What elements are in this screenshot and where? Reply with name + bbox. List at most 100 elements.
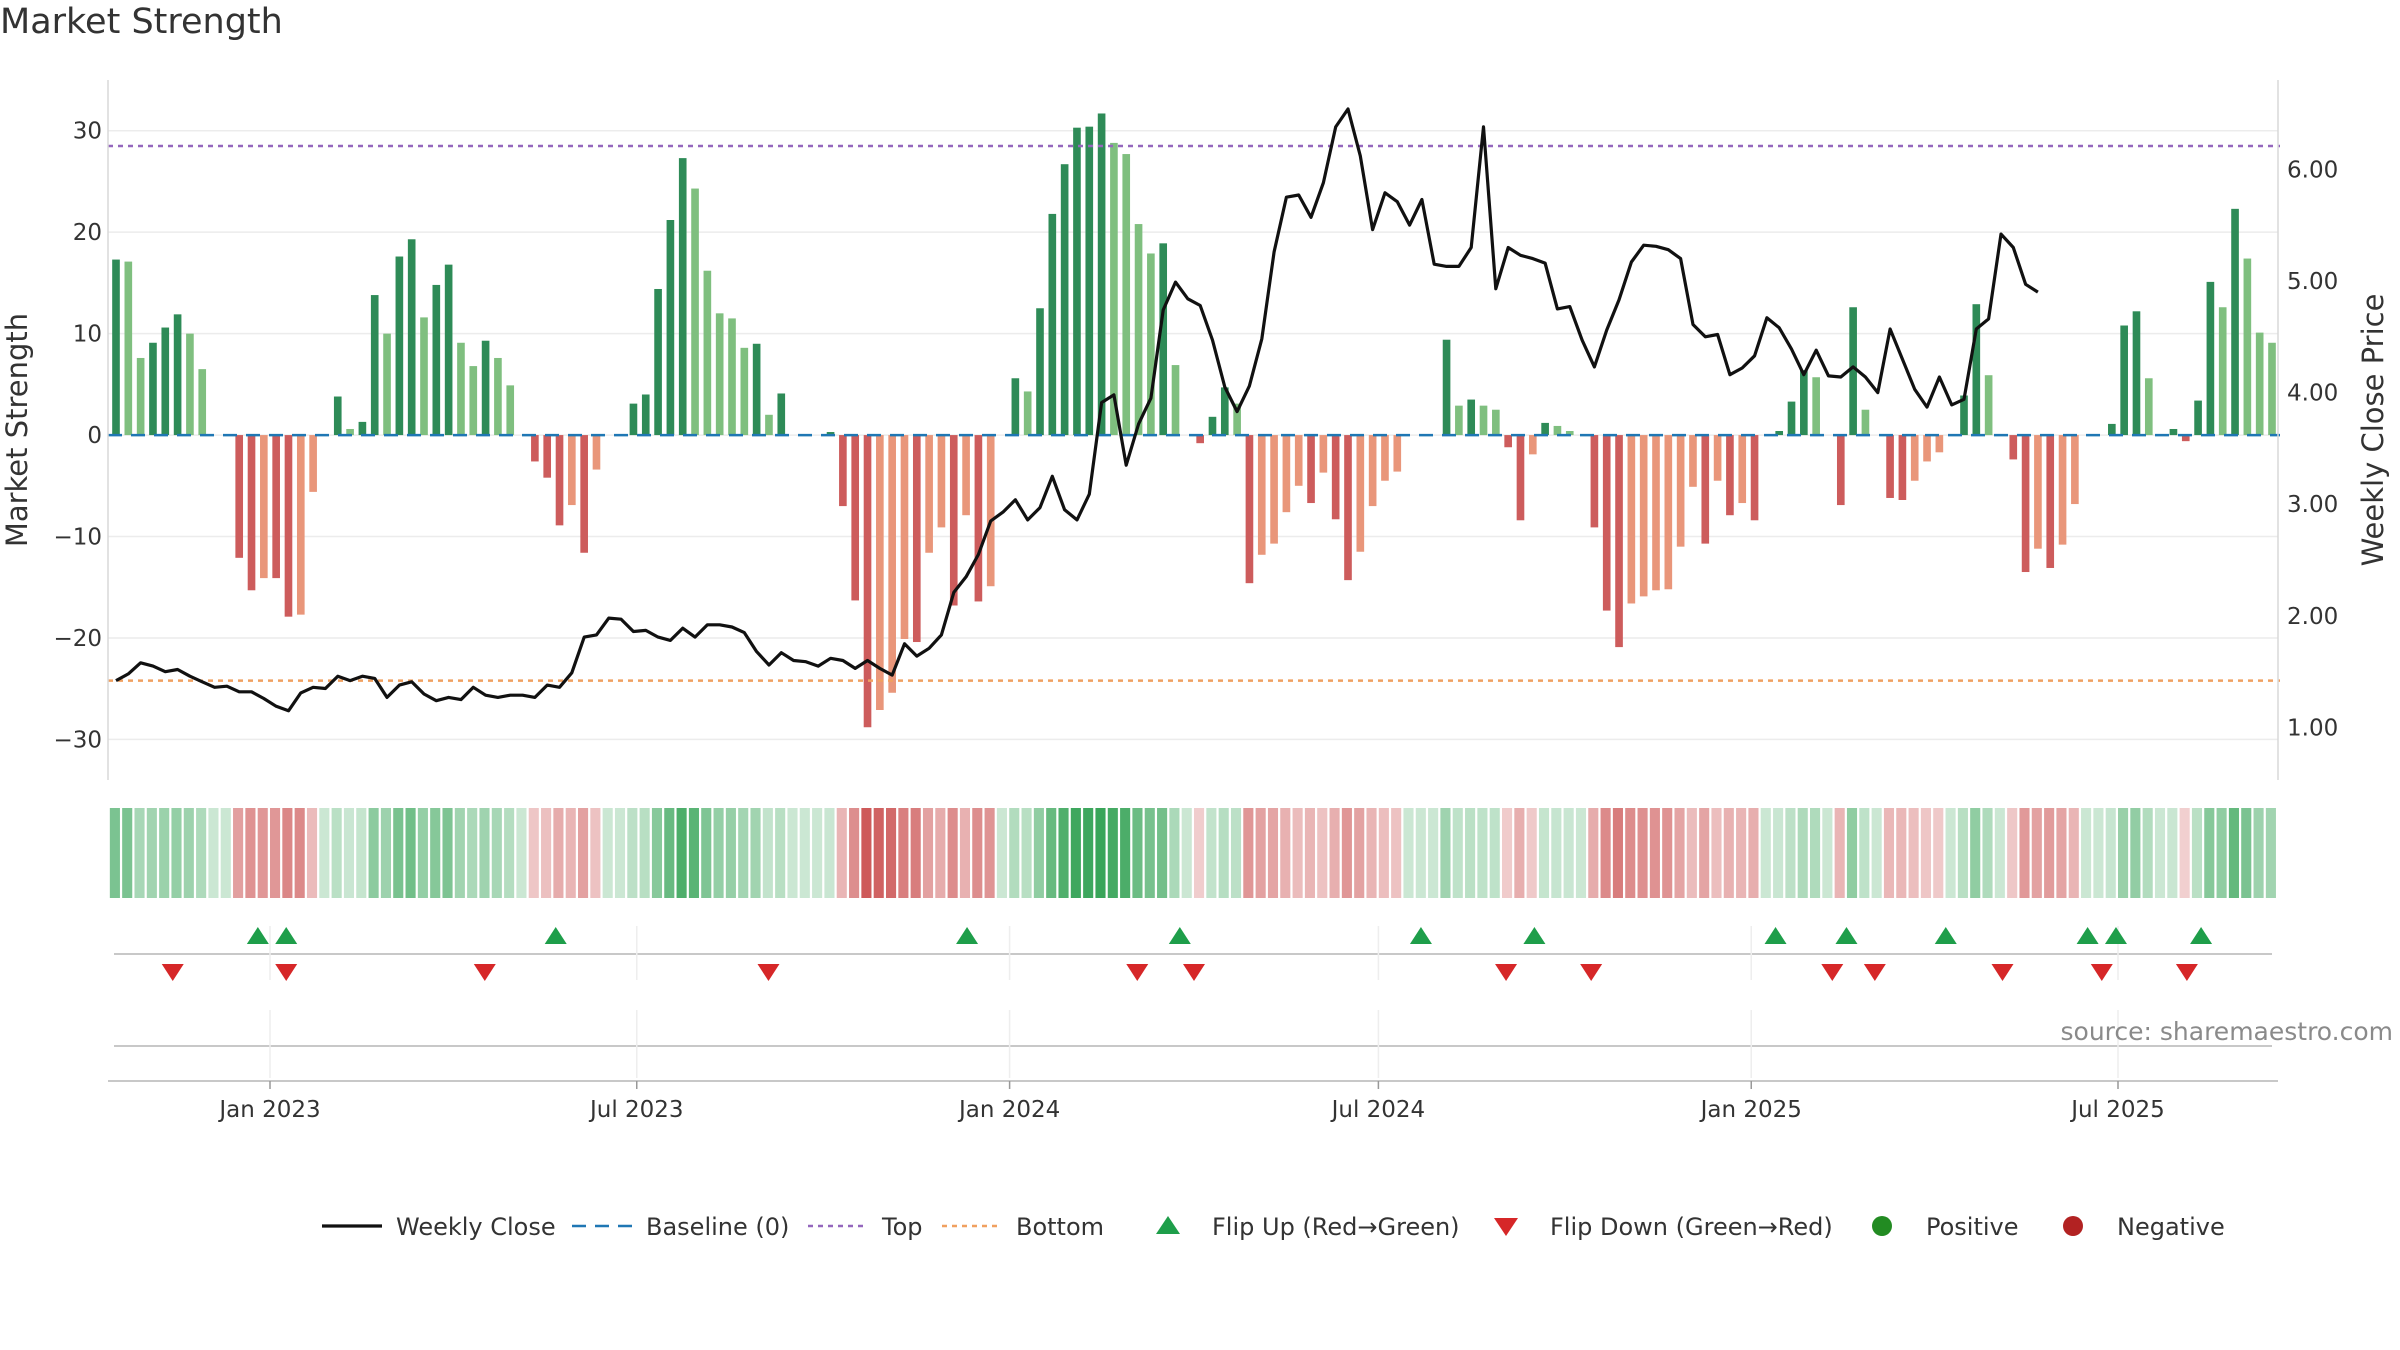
strip-cell	[1773, 808, 1784, 898]
strip-cell	[294, 808, 305, 898]
strength-bar	[1504, 435, 1512, 448]
strip-cell	[1341, 808, 1352, 898]
strip-cell	[1083, 808, 1094, 898]
strength-bar	[124, 261, 133, 436]
strip-cell	[1736, 808, 1747, 898]
strength-bar	[1516, 435, 1525, 521]
y2-tick-label: 3.00	[2287, 492, 2338, 518]
strength-bar	[2144, 378, 2153, 436]
strip-cell	[2253, 808, 2264, 898]
strip-cell	[1132, 808, 1143, 898]
strip-cell	[208, 808, 219, 898]
strip-cell	[1711, 808, 1722, 898]
strength-bar	[543, 435, 552, 478]
strip-cell	[787, 808, 798, 898]
strip-cell	[2265, 808, 2276, 898]
strength-bar	[1565, 431, 1574, 436]
strip-cell	[861, 808, 872, 898]
strip-cell	[873, 808, 884, 898]
strength-bar	[1664, 435, 1673, 590]
strength-bar	[1270, 435, 1278, 544]
strip-cell	[516, 808, 527, 898]
strength-bar	[900, 435, 909, 639]
strength-bar	[1381, 435, 1389, 481]
strip-cell	[1304, 808, 1315, 898]
strength-bar	[765, 414, 773, 436]
legend-item: Weekly Close	[322, 1213, 556, 1241]
strength-bar	[1775, 431, 1784, 436]
strength-bar	[2194, 400, 2202, 436]
strip-cell	[1933, 808, 1944, 898]
strip-cell	[504, 808, 515, 898]
strip-cell	[1502, 808, 1513, 898]
strip-cell	[109, 808, 120, 898]
strip-cell	[590, 808, 601, 898]
strip-cell	[528, 808, 539, 898]
strength-bar	[2243, 258, 2252, 436]
strip-cell	[541, 808, 552, 898]
strip-cell	[467, 808, 478, 898]
strength-bar	[1800, 370, 1808, 436]
legend-swatch-up	[1156, 1216, 1180, 1234]
strength-bar	[235, 435, 244, 558]
flip-up-marker	[544, 927, 567, 944]
strip-cell	[639, 808, 650, 898]
legend-swatch-down	[1494, 1218, 1518, 1236]
y-tick-label: 30	[73, 119, 102, 145]
flip-up-marker	[956, 927, 979, 944]
strength-bar	[112, 259, 120, 436]
flip-up-marker	[2104, 927, 2127, 944]
strength-bar	[1331, 435, 1340, 520]
strength-bar	[2218, 307, 2227, 436]
strip-cell	[270, 808, 281, 898]
strip-cell	[1058, 808, 1069, 898]
strip-cell	[565, 808, 576, 898]
flip-down-marker	[757, 964, 780, 981]
strip-cell	[257, 808, 268, 898]
strip-cell	[1218, 808, 1229, 898]
strength-bar	[1861, 409, 1870, 436]
strip-cell	[1551, 808, 1562, 898]
strip-cell	[1859, 808, 1870, 898]
strength-bar	[912, 435, 921, 643]
strip-cell	[1526, 808, 1537, 898]
strip-cell	[2241, 808, 2252, 898]
x-tick-label: Jan 2025	[1699, 1097, 1802, 1123]
strip-cell	[2130, 808, 2141, 898]
strength-bar	[2231, 208, 2239, 436]
strength-bar	[1085, 126, 1094, 436]
strength-bar	[2021, 435, 2030, 573]
legend-item: Negative	[2063, 1213, 2225, 1241]
strip-cell	[1810, 808, 1821, 898]
strength-bar	[863, 435, 872, 728]
strength-bar	[888, 435, 896, 693]
strip-cell	[1144, 808, 1155, 898]
strength-bar	[1812, 377, 1820, 436]
strength-bar	[1750, 435, 1759, 521]
strength-bar	[1011, 378, 1020, 436]
legend-item: Positive	[1872, 1213, 2019, 1241]
strip-cell	[1169, 808, 1180, 898]
strip-cell	[2204, 808, 2215, 898]
strength-bar	[1171, 365, 1180, 436]
strength-bar	[494, 357, 502, 436]
strength-bar	[1615, 435, 1623, 648]
strip-cell	[738, 808, 749, 898]
strip-cell	[1699, 808, 1710, 898]
strip-cell	[1970, 808, 1981, 898]
x-tick-label: Jul 2024	[1330, 1097, 1426, 1123]
strip-cell	[1649, 808, 1660, 898]
strip-cell	[122, 808, 133, 898]
strength-bar	[1455, 405, 1463, 436]
strength-bar	[666, 220, 675, 436]
strip-cell	[196, 808, 207, 898]
strip-cell	[1760, 808, 1771, 898]
y-tick-label: −10	[53, 525, 102, 551]
strength-bar	[333, 396, 342, 436]
strip-cell	[1834, 808, 1845, 898]
strength-bar	[2034, 435, 2042, 549]
strength-bar	[2058, 435, 2067, 545]
strip-cell	[183, 808, 194, 898]
strip-cell	[1366, 808, 1377, 898]
strip-cell	[1674, 808, 1685, 898]
